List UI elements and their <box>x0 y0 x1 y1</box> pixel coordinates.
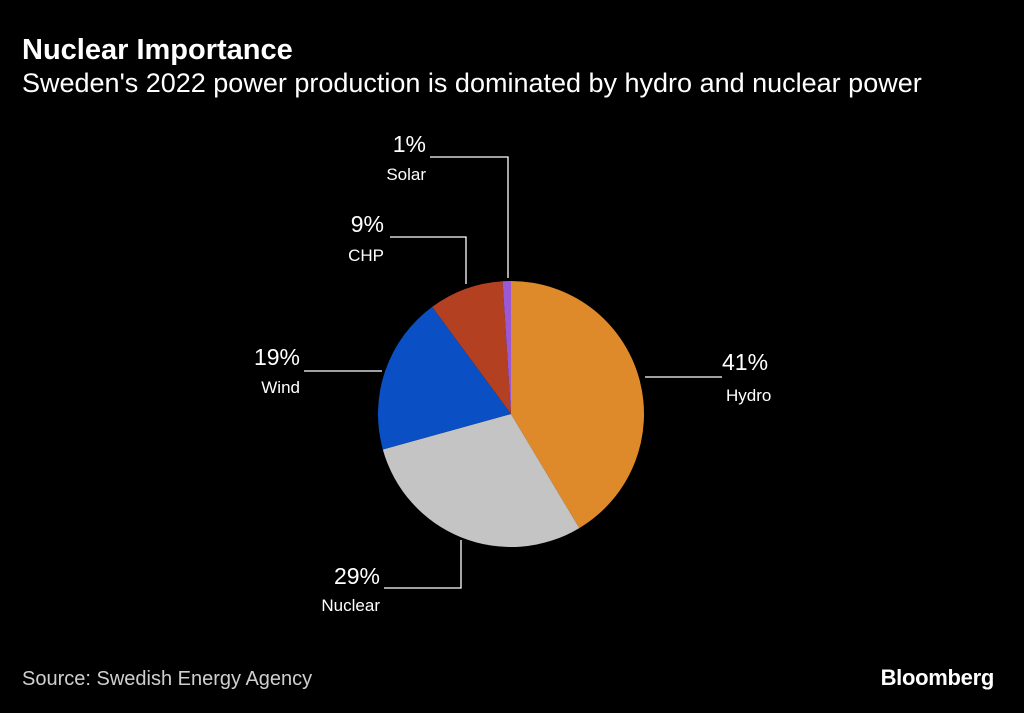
pie-slice-nuclear <box>382 414 580 548</box>
value-label-hydro: 41% <box>722 349 768 375</box>
source-note: Source: Swedish Energy Agency <box>22 668 313 690</box>
pie-slice-hydro <box>511 281 645 529</box>
category-label-hydro: Hydro <box>726 386 771 405</box>
leader-line-nuclear <box>384 540 462 589</box>
category-label-solar: Solar <box>386 165 426 184</box>
category-label-chp: CHP <box>348 246 384 265</box>
value-label-solar: 1% <box>393 131 426 157</box>
category-label-wind: Wind <box>261 378 300 397</box>
category-label-nuclear: Nuclear <box>321 596 380 615</box>
chart-subtitle: Sweden's 2022 power production is domina… <box>22 68 922 98</box>
value-label-chp: 9% <box>351 211 384 237</box>
bloomberg-logo: Bloomberg <box>880 665 995 690</box>
pie-slice-wind <box>378 306 511 450</box>
value-label-nuclear: 29% <box>334 563 380 589</box>
value-label-wind: 19% <box>254 344 300 370</box>
chart-title: Nuclear Importance <box>22 34 293 66</box>
pie-slice-solar <box>502 281 511 414</box>
leader-line-solar <box>430 156 509 278</box>
leader-line-chp <box>390 236 467 284</box>
pie-slice-chp <box>432 281 511 414</box>
